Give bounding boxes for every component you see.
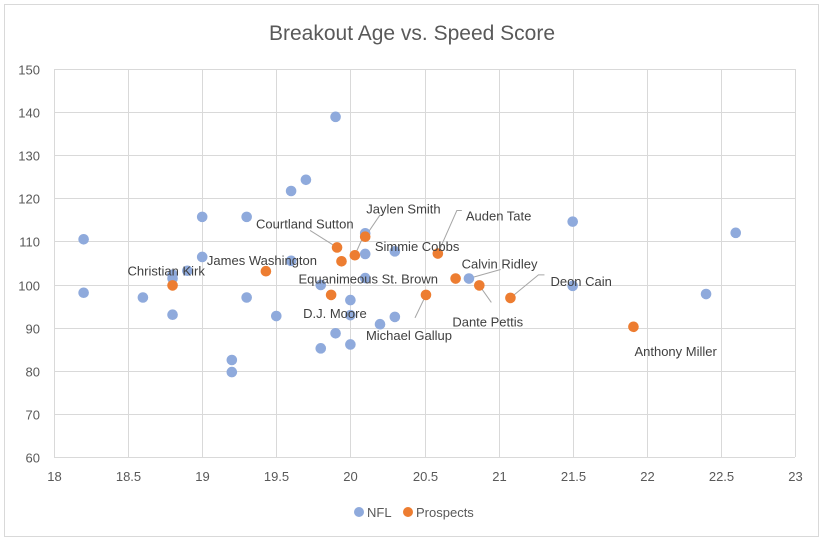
x-tick-label: 19.5 (264, 469, 289, 484)
data-label: Christian Kirk (128, 263, 206, 278)
nfl-point[interactable] (730, 227, 742, 239)
prospect-point[interactable] (336, 255, 347, 267)
data-label: Michael Gallup (366, 328, 452, 343)
x-tick-label: 22 (640, 469, 654, 484)
legend-item-prospects[interactable]: Prospects (403, 505, 474, 520)
prospect-point[interactable] (505, 292, 516, 304)
y-tick-label: 110 (19, 235, 40, 250)
prospect-point[interactable] (331, 242, 343, 253)
nfl-point[interactable] (567, 216, 578, 227)
y-tick-label: 130 (18, 149, 40, 164)
nfl-point[interactable] (78, 287, 89, 299)
y-tick-label: 120 (18, 192, 40, 207)
leader-line (510, 274, 545, 299)
x-tick-label: 21.5 (561, 469, 586, 484)
nfl-point[interactable] (285, 185, 297, 197)
prospect-point[interactable] (260, 265, 272, 277)
nfl-point[interactable] (315, 279, 327, 291)
nfl-point[interactable] (359, 248, 371, 260)
nfl-point[interactable] (300, 174, 312, 186)
legend-marker-prospects (403, 507, 413, 517)
data-label: Anthony Miller (634, 344, 717, 359)
nfl-point[interactable] (330, 111, 341, 123)
nfl-point[interactable] (345, 309, 356, 321)
prospect-point[interactable] (432, 248, 444, 259)
x-tick-label: 21 (492, 469, 506, 484)
data-label: Dante Pettis (452, 314, 523, 329)
y-tick-label: 60 (26, 451, 40, 466)
nfl-point[interactable] (374, 318, 386, 330)
x-tick-label: 19 (195, 469, 209, 484)
prospect-point[interactable] (420, 289, 432, 301)
nfl-point[interactable] (345, 294, 356, 306)
nfl-point[interactable] (359, 272, 371, 284)
legend-label-nfl: NFL (367, 505, 392, 520)
prospect-point[interactable] (167, 280, 178, 291)
gridlines (54, 69, 796, 458)
prospect-point[interactable] (325, 289, 337, 301)
legend-marker-nfl (354, 507, 364, 517)
nfl-point[interactable] (196, 251, 208, 263)
nfl-point[interactable] (196, 211, 208, 223)
nfl-point[interactable] (241, 211, 252, 223)
leader-line (309, 230, 338, 248)
data-label: Calvin Ridley (462, 257, 538, 272)
data-label: Auden Tate (466, 209, 532, 224)
nfl-point[interactable] (567, 280, 578, 292)
nfl-point[interactable] (330, 327, 341, 339)
data-label: D.J. Moore (303, 306, 367, 321)
leader-line (437, 210, 462, 254)
nfl-point[interactable] (182, 265, 193, 277)
data-label: Equanimeous St. Brown (299, 271, 438, 286)
y-tick-label: 150 (18, 63, 40, 78)
x-tick-label: 20 (343, 469, 357, 484)
chart-card (4, 4, 819, 537)
nfl-point[interactable] (241, 292, 252, 303)
series-prospects (167, 231, 639, 333)
nfl-point[interactable] (167, 309, 178, 321)
x-tick-label: 22.5 (709, 469, 734, 484)
legend: NFL Prospects (354, 505, 474, 520)
x-tick-label: 18.5 (116, 469, 141, 484)
prospect-point[interactable] (628, 321, 639, 333)
prospect-point[interactable] (474, 280, 485, 291)
legend-label-prospects: Prospects (416, 505, 474, 520)
data-label: James Washington (207, 253, 317, 268)
legend-item-nfl[interactable]: NFL (354, 505, 392, 520)
data-label: Deon Cain (550, 274, 611, 289)
prospect-point[interactable] (349, 249, 361, 261)
nfl-point[interactable] (271, 310, 282, 322)
nfl-point[interactable] (315, 343, 327, 354)
nfl-point[interactable] (345, 339, 356, 350)
prospect-point[interactable] (359, 231, 371, 243)
prospect-point[interactable] (450, 273, 461, 284)
data-label: Jaylen Smith (366, 202, 440, 217)
nfl-point[interactable] (389, 311, 401, 323)
x-tick-label: 20.5 (413, 469, 438, 484)
nfl-point[interactable] (226, 354, 238, 366)
y-tick-label: 140 (18, 106, 40, 121)
y-tick-label: 80 (26, 365, 40, 380)
nfl-point[interactable] (389, 246, 401, 257)
nfl-point[interactable] (78, 233, 89, 245)
nfl-point[interactable] (226, 366, 238, 378)
y-tick-label: 90 (26, 322, 40, 337)
chart-title: Breakout Age vs. Speed Score (269, 22, 555, 45)
x-tick-label: 23 (788, 469, 802, 484)
data-label: Courtland Sutton (256, 216, 354, 231)
x-axis-ticks: 18 18.5 19 19.5 20 20.5 21 21.5 22 22.5 23 (47, 469, 802, 484)
nfl-point[interactable] (137, 292, 149, 303)
x-tick-label: 18 (47, 469, 61, 484)
y-axis-ticks: 60 70 80 90 100 110 120 130 140 150 (18, 63, 40, 466)
y-tick-label: 100 (18, 279, 40, 294)
data-label: Simmie Cobbs (375, 239, 460, 254)
nfl-point[interactable] (285, 255, 297, 267)
y-tick-label: 70 (26, 408, 40, 423)
nfl-point[interactable] (463, 273, 475, 284)
nfl-point[interactable] (700, 288, 712, 300)
